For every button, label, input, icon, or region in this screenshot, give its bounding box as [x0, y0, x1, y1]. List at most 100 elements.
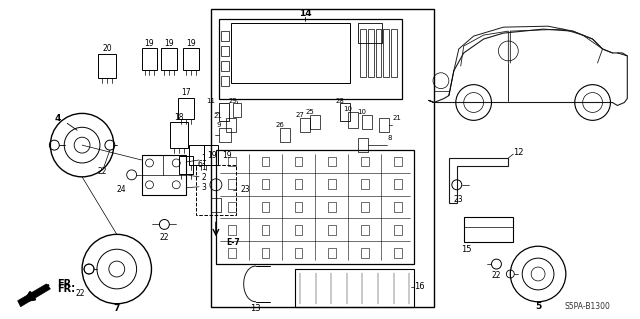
Text: 19: 19	[186, 39, 196, 48]
Bar	[221, 61, 229, 71]
Text: 19: 19	[145, 39, 154, 48]
Bar	[233, 103, 241, 117]
Bar	[294, 179, 303, 189]
Bar	[221, 76, 229, 85]
Bar	[228, 202, 236, 212]
Bar	[361, 157, 369, 167]
Text: 17: 17	[181, 88, 191, 97]
Bar	[219, 103, 229, 121]
Bar	[294, 202, 303, 212]
Bar	[294, 157, 303, 167]
Bar	[294, 248, 303, 258]
Bar	[300, 118, 310, 132]
Bar	[394, 225, 402, 235]
Bar	[361, 179, 369, 189]
Text: FR.: FR.	[58, 284, 76, 294]
Text: 3: 3	[201, 183, 206, 192]
Bar	[141, 48, 157, 70]
Bar	[231, 23, 349, 83]
Bar	[358, 138, 367, 152]
Bar	[294, 225, 303, 235]
Bar	[262, 248, 269, 258]
Text: 23: 23	[454, 195, 463, 204]
Text: 1: 1	[201, 163, 206, 173]
Bar	[196, 165, 236, 214]
Text: 21: 21	[392, 115, 401, 121]
Bar	[380, 118, 389, 132]
Bar	[464, 218, 513, 242]
Bar	[228, 248, 236, 258]
Bar	[328, 202, 335, 212]
Bar	[262, 179, 269, 189]
Text: 8: 8	[387, 135, 392, 141]
Bar	[226, 118, 236, 132]
Bar	[204, 145, 218, 165]
Text: 6: 6	[197, 160, 202, 169]
Text: 22: 22	[492, 271, 501, 280]
Bar	[310, 115, 320, 129]
Bar	[183, 48, 199, 70]
Text: 16: 16	[414, 282, 425, 291]
Bar	[394, 248, 402, 258]
Bar	[228, 179, 236, 189]
Bar	[211, 198, 221, 211]
Bar	[361, 202, 369, 212]
Polygon shape	[18, 284, 51, 307]
Bar	[383, 29, 389, 77]
Bar	[328, 248, 335, 258]
Bar	[361, 225, 369, 235]
Text: 10: 10	[343, 107, 352, 112]
Text: 23: 23	[241, 185, 250, 194]
Text: 24: 24	[117, 185, 127, 194]
Bar	[392, 29, 397, 77]
Bar	[280, 128, 291, 142]
Text: 2: 2	[201, 173, 206, 182]
Bar	[141, 155, 186, 195]
Text: 22: 22	[97, 167, 107, 176]
Bar	[361, 248, 369, 258]
Text: 28: 28	[335, 98, 344, 104]
Text: 14: 14	[299, 9, 312, 18]
Text: FR.: FR.	[58, 279, 76, 289]
Text: 27: 27	[296, 112, 305, 118]
Text: 7: 7	[113, 304, 120, 313]
Text: 12: 12	[513, 148, 524, 157]
Text: 9: 9	[216, 122, 221, 128]
Bar	[98, 54, 116, 78]
Bar	[394, 202, 402, 212]
Bar	[358, 23, 383, 43]
Bar	[216, 150, 414, 264]
Bar	[211, 9, 434, 307]
Bar	[367, 29, 374, 77]
Text: 13: 13	[250, 304, 261, 313]
Bar	[228, 157, 236, 167]
Bar	[219, 19, 403, 99]
Bar	[179, 98, 194, 119]
Text: 29: 29	[228, 98, 237, 104]
Bar	[170, 122, 188, 148]
Bar	[340, 103, 349, 121]
Bar	[328, 225, 335, 235]
Bar	[362, 115, 372, 129]
Text: 22: 22	[76, 289, 85, 298]
Text: 19: 19	[164, 39, 174, 48]
Text: 22: 22	[159, 233, 169, 242]
Text: 4: 4	[54, 114, 61, 123]
Text: 26: 26	[276, 122, 285, 128]
Text: S5PA-B1300: S5PA-B1300	[564, 302, 611, 311]
Bar	[228, 225, 236, 235]
Text: 21: 21	[214, 113, 223, 119]
Bar	[262, 202, 269, 212]
Text: 11: 11	[206, 98, 215, 104]
Bar	[376, 29, 381, 77]
Text: 20: 20	[102, 44, 112, 54]
Bar	[179, 156, 193, 174]
Bar	[262, 157, 269, 167]
Text: 18: 18	[175, 113, 184, 122]
Bar	[328, 179, 335, 189]
Text: 25: 25	[306, 109, 314, 115]
Text: 19: 19	[207, 151, 217, 160]
Bar	[360, 29, 365, 77]
Text: 15: 15	[461, 245, 472, 254]
Text: 5: 5	[535, 302, 541, 311]
